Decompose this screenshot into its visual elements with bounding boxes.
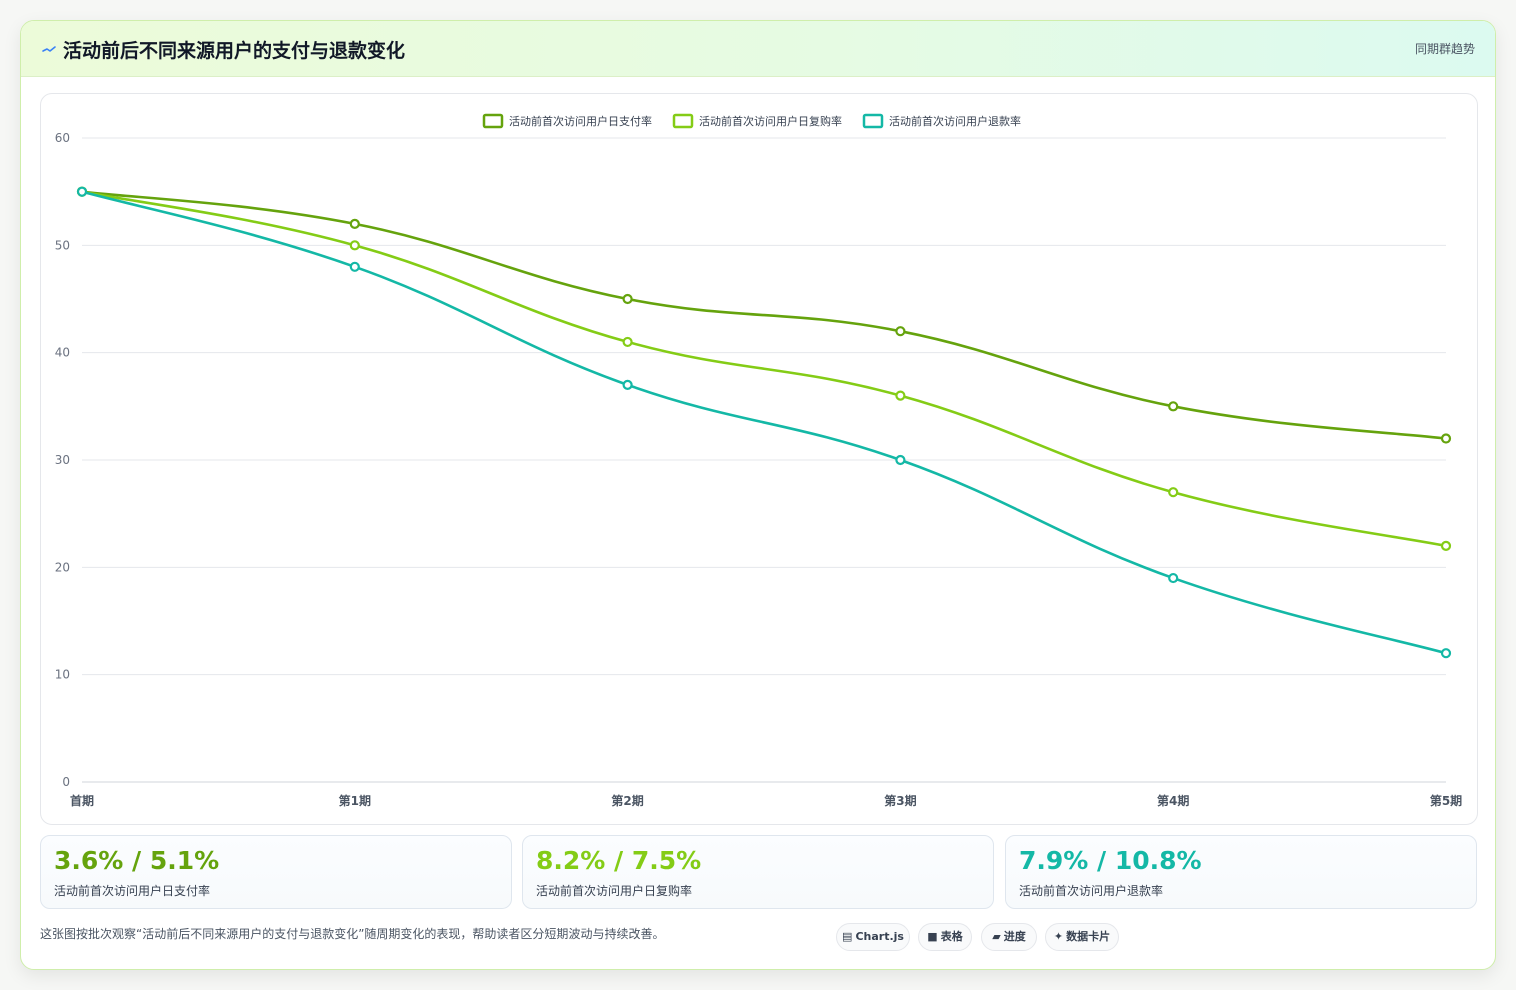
y-tick-label: 50 [55, 238, 70, 252]
chip-table[interactable]: ■ 表格 [918, 923, 972, 951]
chip-chartjs[interactable]: ▤ Chart.js [836, 923, 910, 951]
data-point [895, 326, 906, 337]
data-point [1440, 648, 1452, 659]
data-point [349, 218, 360, 229]
data-point [1168, 572, 1179, 584]
y-tick-label: 20 [55, 560, 70, 574]
chip-progress[interactable]: ▰ 进度 [981, 923, 1037, 951]
legend-label: 活动前首次访问用户日复购率 [699, 114, 842, 128]
line-chart: 0 10 20 30 40 50 60 首期 第1期 第2期 第3期 第4期 第5期 活动前首次访问用户日… [55, 113, 1462, 808]
data-point [349, 261, 360, 272]
stat-value: 3.6% / 5.1% [54, 846, 220, 875]
legend-label: 活动前首次访问用户退款率 [889, 114, 1021, 128]
y-tick-label: 0 [62, 775, 70, 789]
y-tick-label: 30 [55, 453, 70, 467]
series-line-3 [80, 190, 1448, 655]
legend-swatch [672, 113, 694, 129]
stat-card-repurchase: 8.2% / 7.5% 活动前首次访问用户日复购率 [522, 835, 994, 909]
y-tick-label: 40 [55, 346, 70, 360]
chart-caption: 这张图按批次观察“活动前后不同来源用户的支付与退款变化”随周期变化的表现，帮助读… [40, 927, 665, 941]
stat-value: 8.2% / 7.5% [536, 846, 702, 875]
chart-icon: ▤ [842, 930, 853, 943]
progress-icon: ▰ [992, 930, 1001, 943]
stat-label: 活动前首次访问用户日支付率 [54, 884, 211, 898]
series-line-2 [80, 190, 1448, 548]
data-point [349, 240, 360, 251]
y-tick-label: 60 [55, 131, 70, 145]
chip-label: 进度 [1003, 930, 1026, 943]
x-tick-label: 第3期 [884, 793, 916, 808]
data-point [622, 293, 633, 305]
x-tick-label: 第1期 [339, 793, 371, 808]
chip-label: 数据卡片 [1066, 930, 1111, 943]
legend-swatch [862, 113, 884, 129]
data-point [1440, 433, 1452, 444]
data-point [622, 379, 633, 390]
data-point [76, 186, 88, 197]
x-tick-label: 首期 [70, 793, 94, 808]
chart-card: 活动前后不同来源用户的支付与退款变化 同期群趋势 0 10 20 30 40 50 60 首期… [20, 20, 1496, 970]
series-line-1 [80, 190, 1448, 440]
data-point [895, 454, 906, 466]
chip-label: Chart.js [855, 930, 904, 943]
table-icon: ■ [927, 930, 938, 943]
legend-label: 活动前首次访问用户日支付率 [509, 114, 652, 128]
stat-card-refund: 7.9% / 10.8% 活动前首次访问用户退款率 [1005, 835, 1477, 909]
chip-label: 表格 [940, 930, 963, 943]
card-icon: ✦ [1053, 930, 1064, 943]
stat-label: 活动前首次访问用户退款率 [1019, 884, 1164, 898]
page-title: 活动前后不同来源用户的支付与退款变化 [63, 40, 406, 62]
stat-label: 活动前首次访问用户日复购率 [536, 884, 693, 898]
data-point [1440, 540, 1452, 551]
data-point [895, 390, 906, 401]
legend-swatch [482, 113, 504, 129]
x-tick-label: 第5期 [1430, 793, 1462, 808]
data-point [622, 336, 633, 348]
stat-value: 7.9% / 10.8% [1019, 846, 1202, 875]
sparkline-icon [42, 46, 56, 52]
header-meta: 同期群趋势 [1414, 42, 1475, 56]
stat-card-payment: 3.6% / 5.1% 活动前首次访问用户日支付率 [40, 835, 512, 909]
data-point [1168, 487, 1179, 498]
data-point [1168, 401, 1179, 412]
x-tick-label: 第2期 [611, 793, 643, 808]
chart-container: 0 10 20 30 40 50 60 首期 第1期 第2期 第3期 第4期 第5期 活动前首次访问用户日… [40, 93, 1478, 825]
x-tick-label: 第4期 [1157, 793, 1189, 808]
card-header: 活动前后不同来源用户的支付与退款变化 同期群趋势 [21, 21, 1495, 77]
chip-data-card[interactable]: ✦ 数据卡片 [1045, 923, 1119, 951]
y-tick-label: 10 [55, 668, 70, 682]
